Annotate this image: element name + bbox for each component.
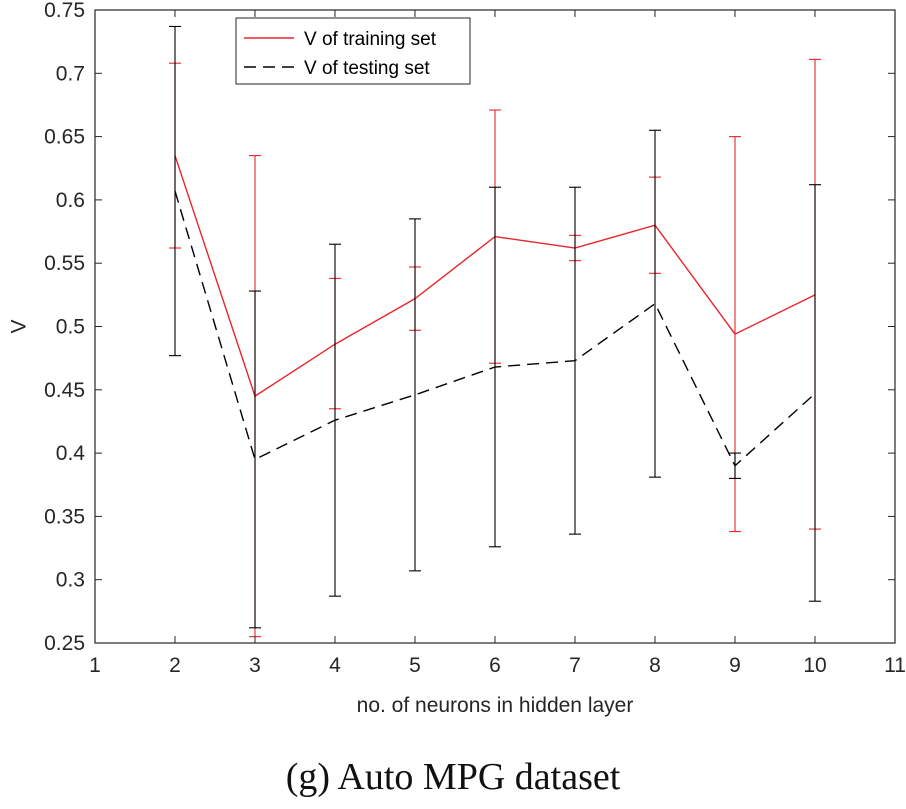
legend-entry-testing: V of testing set	[304, 58, 430, 79]
x-tick-label: 9	[729, 654, 741, 677]
y-tick-label: 0.5	[56, 316, 85, 339]
legend: V of training set V of testing set	[235, 17, 471, 85]
x-tick-label: 5	[409, 654, 421, 677]
y-tick-label: 0.35	[44, 505, 85, 528]
y-tick-label: 0.6	[56, 189, 85, 212]
series-line	[174, 190, 816, 467]
y-tick-label: 0.4	[56, 442, 86, 465]
y-tick-label: 0.45	[44, 379, 85, 402]
y-tick-label: 0.25	[44, 632, 85, 655]
y-tick-label: 0.65	[44, 126, 85, 149]
x-tick-label: 6	[489, 654, 501, 677]
figure-caption: (g) Auto MPG dataset	[285, 756, 621, 798]
x-tick-label: 4	[329, 654, 341, 677]
y-tick-label: 0.75	[44, 0, 85, 22]
y-tick-label: 0.55	[44, 252, 85, 275]
chart: 1 2 3 4 5 6 7 8 9 10 11 0.25 0.3 0.35 0.4 0.45 0.5 0.55 0.…	[8, 0, 906, 717]
x-tick-label: 1	[89, 654, 101, 677]
y-tick-label: 0.3	[56, 569, 85, 592]
y-axis-label: V	[8, 319, 31, 333]
x-tick-label: 10	[803, 654, 826, 677]
x-tick-label: 3	[249, 654, 261, 677]
series-testing	[169, 25, 821, 629]
x-tick-label: 2	[169, 654, 181, 677]
x-tick-label: 8	[649, 654, 661, 677]
legend-entry-training: V of training set	[304, 29, 437, 50]
x-tick-label: 11	[884, 654, 906, 677]
x-tick-label: 7	[569, 654, 581, 677]
x-axis-label: no. of neurons in hidden layer	[357, 694, 634, 717]
y-tick-label: 0.7	[56, 62, 85, 85]
